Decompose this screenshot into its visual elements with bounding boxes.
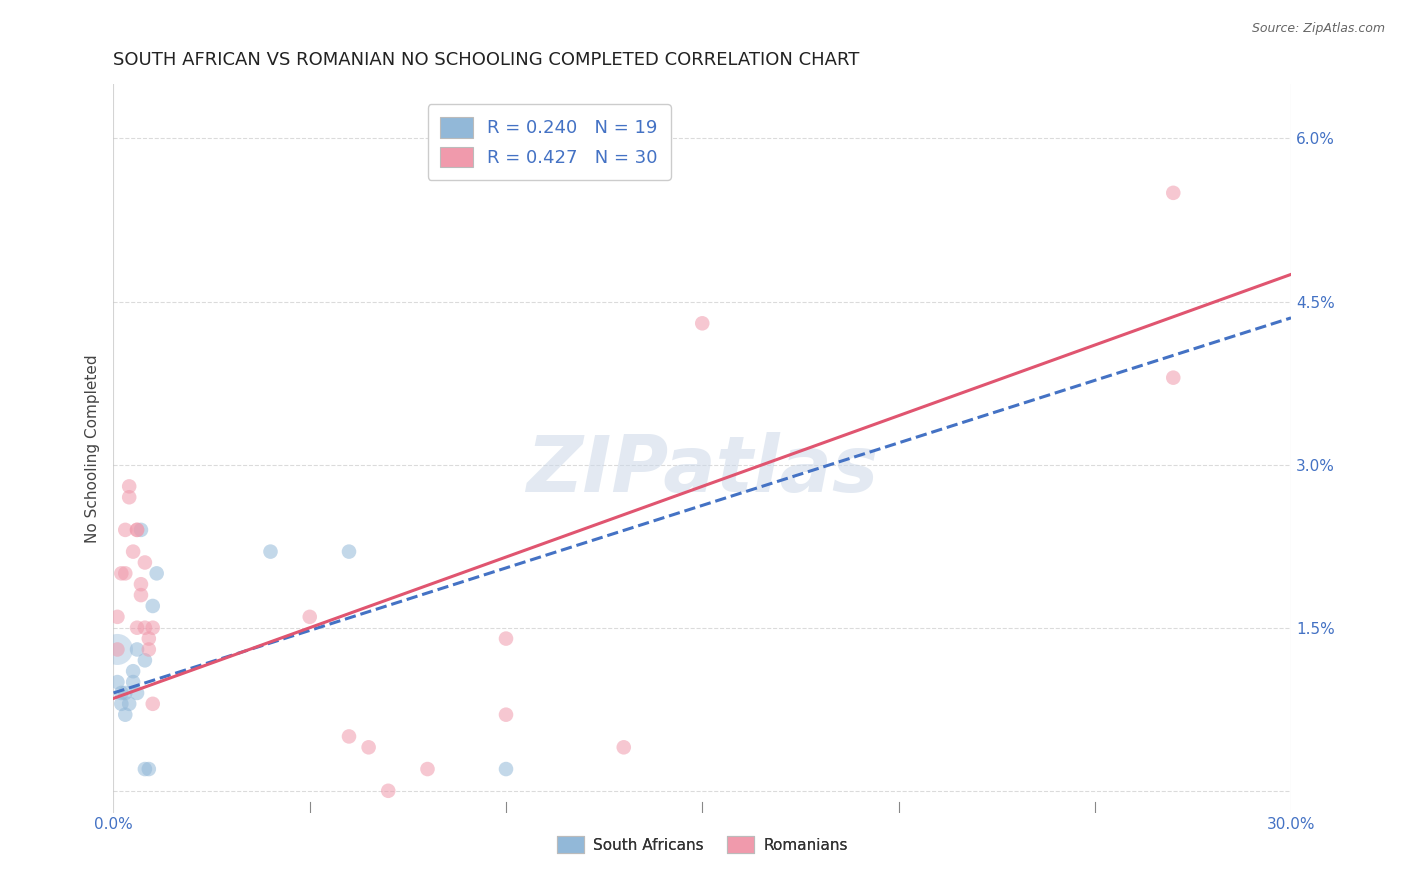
Point xyxy=(337,730,360,744)
Point xyxy=(138,642,160,657)
Point xyxy=(357,740,380,755)
Point xyxy=(114,566,136,581)
Point xyxy=(110,566,132,581)
Point xyxy=(134,762,156,776)
Point xyxy=(107,675,129,690)
Point xyxy=(114,523,136,537)
Point xyxy=(122,544,145,558)
Point xyxy=(107,642,129,657)
Point xyxy=(114,686,136,700)
Point xyxy=(118,490,141,504)
Point xyxy=(110,697,132,711)
Point xyxy=(138,632,160,646)
Point xyxy=(142,697,165,711)
Point xyxy=(125,642,148,657)
Point xyxy=(134,621,156,635)
Point xyxy=(110,686,132,700)
Point xyxy=(495,762,517,776)
Point xyxy=(337,544,360,558)
Point xyxy=(107,642,129,657)
Point xyxy=(129,588,152,602)
Text: SOUTH AFRICAN VS ROMANIAN NO SCHOOLING COMPLETED CORRELATION CHART: SOUTH AFRICAN VS ROMANIAN NO SCHOOLING C… xyxy=(114,51,860,69)
Point xyxy=(114,707,136,722)
Point xyxy=(142,599,165,613)
Point xyxy=(377,784,399,798)
Point xyxy=(134,556,156,570)
Point xyxy=(613,740,636,755)
Legend: South Africans, Romanians: South Africans, Romanians xyxy=(551,830,853,860)
Point xyxy=(690,316,713,330)
Point xyxy=(125,523,148,537)
Point xyxy=(107,610,129,624)
Point xyxy=(495,707,517,722)
Point xyxy=(129,523,152,537)
Point xyxy=(129,577,152,591)
Point xyxy=(1161,370,1184,384)
Point xyxy=(298,610,321,624)
Point xyxy=(138,762,160,776)
Point xyxy=(142,621,165,635)
Point xyxy=(259,544,281,558)
Point xyxy=(118,479,141,493)
Point xyxy=(122,664,145,678)
Point xyxy=(125,523,148,537)
Point xyxy=(416,762,439,776)
Point xyxy=(495,632,517,646)
Point xyxy=(145,566,167,581)
Point xyxy=(118,697,141,711)
Text: ZIPatlas: ZIPatlas xyxy=(526,433,879,508)
Point xyxy=(134,653,156,667)
Point xyxy=(125,621,148,635)
Point xyxy=(1161,186,1184,200)
Point xyxy=(122,675,145,690)
Point xyxy=(125,686,148,700)
Y-axis label: No Schooling Completed: No Schooling Completed xyxy=(86,354,100,542)
Text: Source: ZipAtlas.com: Source: ZipAtlas.com xyxy=(1251,22,1385,36)
